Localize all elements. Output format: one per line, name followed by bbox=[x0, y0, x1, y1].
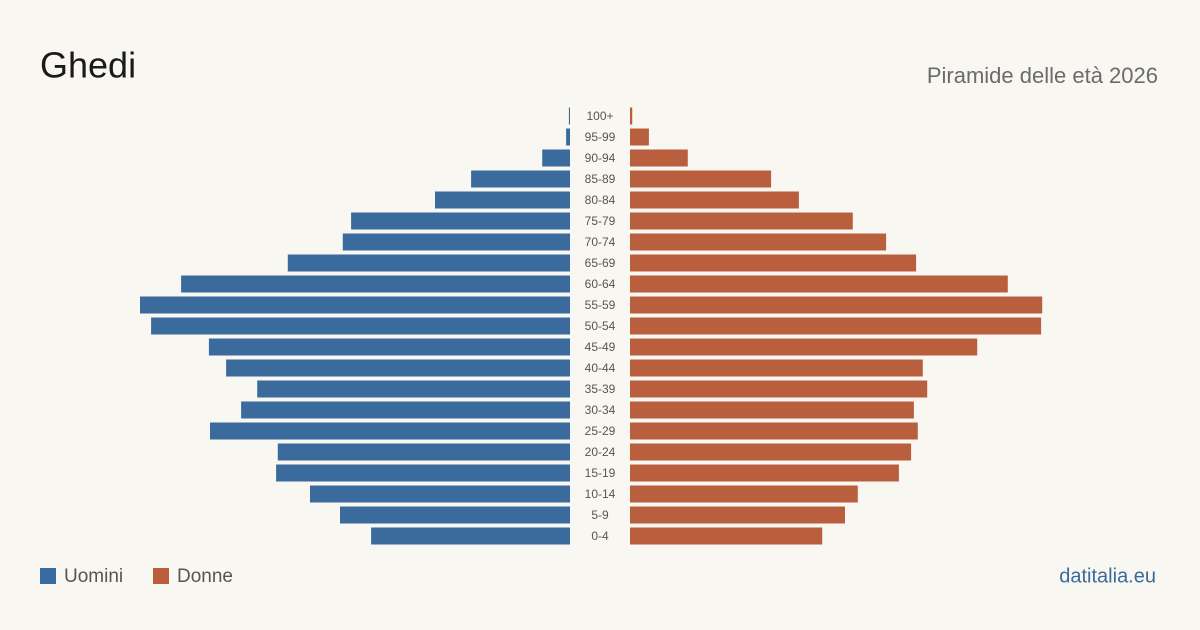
bar bbox=[630, 191, 799, 209]
age-label: 10-14 bbox=[585, 487, 616, 501]
age-label: 80-84 bbox=[585, 193, 616, 207]
age-label: 45-49 bbox=[585, 340, 616, 354]
bar bbox=[630, 527, 823, 545]
age-label: 65-69 bbox=[585, 256, 616, 270]
age-label: 90-94 bbox=[585, 151, 616, 165]
bar bbox=[630, 506, 845, 524]
bar bbox=[630, 170, 772, 188]
age-label: 20-24 bbox=[585, 445, 616, 459]
bar bbox=[630, 128, 649, 146]
age-label: 75-79 bbox=[585, 214, 616, 228]
bar bbox=[351, 212, 570, 230]
bar bbox=[241, 401, 570, 419]
age-label: 15-19 bbox=[585, 466, 616, 480]
bar bbox=[630, 107, 633, 125]
bar bbox=[310, 485, 570, 503]
age-label: 5-9 bbox=[591, 508, 609, 522]
legend-swatch bbox=[40, 568, 56, 584]
age-label: 0-4 bbox=[591, 529, 609, 543]
age-label: 60-64 bbox=[585, 277, 616, 291]
bar bbox=[630, 464, 899, 482]
bar bbox=[630, 275, 1008, 293]
bar bbox=[340, 506, 570, 524]
age-label: 35-39 bbox=[585, 382, 616, 396]
age-label: 40-44 bbox=[585, 361, 616, 375]
chart-title: Ghedi bbox=[40, 45, 136, 86]
bar bbox=[568, 107, 570, 125]
bar bbox=[342, 233, 570, 251]
bar bbox=[226, 359, 570, 377]
bar bbox=[630, 401, 914, 419]
bar bbox=[630, 359, 923, 377]
bar bbox=[630, 485, 858, 503]
bar bbox=[371, 527, 570, 545]
bar bbox=[630, 149, 688, 167]
bar bbox=[630, 233, 887, 251]
age-label: 25-29 bbox=[585, 424, 616, 438]
bar bbox=[140, 296, 570, 314]
bar bbox=[471, 170, 570, 188]
age-label: 100+ bbox=[586, 109, 613, 123]
bar bbox=[208, 338, 570, 356]
legend-swatch bbox=[153, 568, 169, 584]
legend-label: Donne bbox=[177, 566, 233, 587]
age-label: 70-74 bbox=[585, 235, 616, 249]
bar bbox=[630, 317, 1042, 335]
bar bbox=[630, 254, 917, 272]
bar bbox=[277, 443, 570, 461]
source: datitalia.eu bbox=[1059, 565, 1156, 587]
chart-subtitle: Piramide delle età 2026 bbox=[927, 63, 1158, 88]
age-label: 95-99 bbox=[585, 130, 616, 144]
bar bbox=[276, 464, 570, 482]
bar bbox=[566, 128, 570, 146]
bar bbox=[210, 422, 570, 440]
bar bbox=[435, 191, 570, 209]
bar bbox=[630, 422, 918, 440]
bar bbox=[287, 254, 570, 272]
bar bbox=[151, 317, 570, 335]
bar bbox=[630, 380, 928, 398]
age-label: 85-89 bbox=[585, 172, 616, 186]
bar bbox=[257, 380, 570, 398]
bar bbox=[542, 149, 570, 167]
bar bbox=[181, 275, 570, 293]
age-label: 50-54 bbox=[585, 319, 616, 333]
bar bbox=[630, 338, 978, 356]
age-label: 55-59 bbox=[585, 298, 616, 312]
age-label: 30-34 bbox=[585, 403, 616, 417]
bar bbox=[630, 443, 912, 461]
bar bbox=[630, 212, 853, 230]
bar bbox=[630, 296, 1043, 314]
legend-label: Uomini bbox=[64, 566, 123, 587]
